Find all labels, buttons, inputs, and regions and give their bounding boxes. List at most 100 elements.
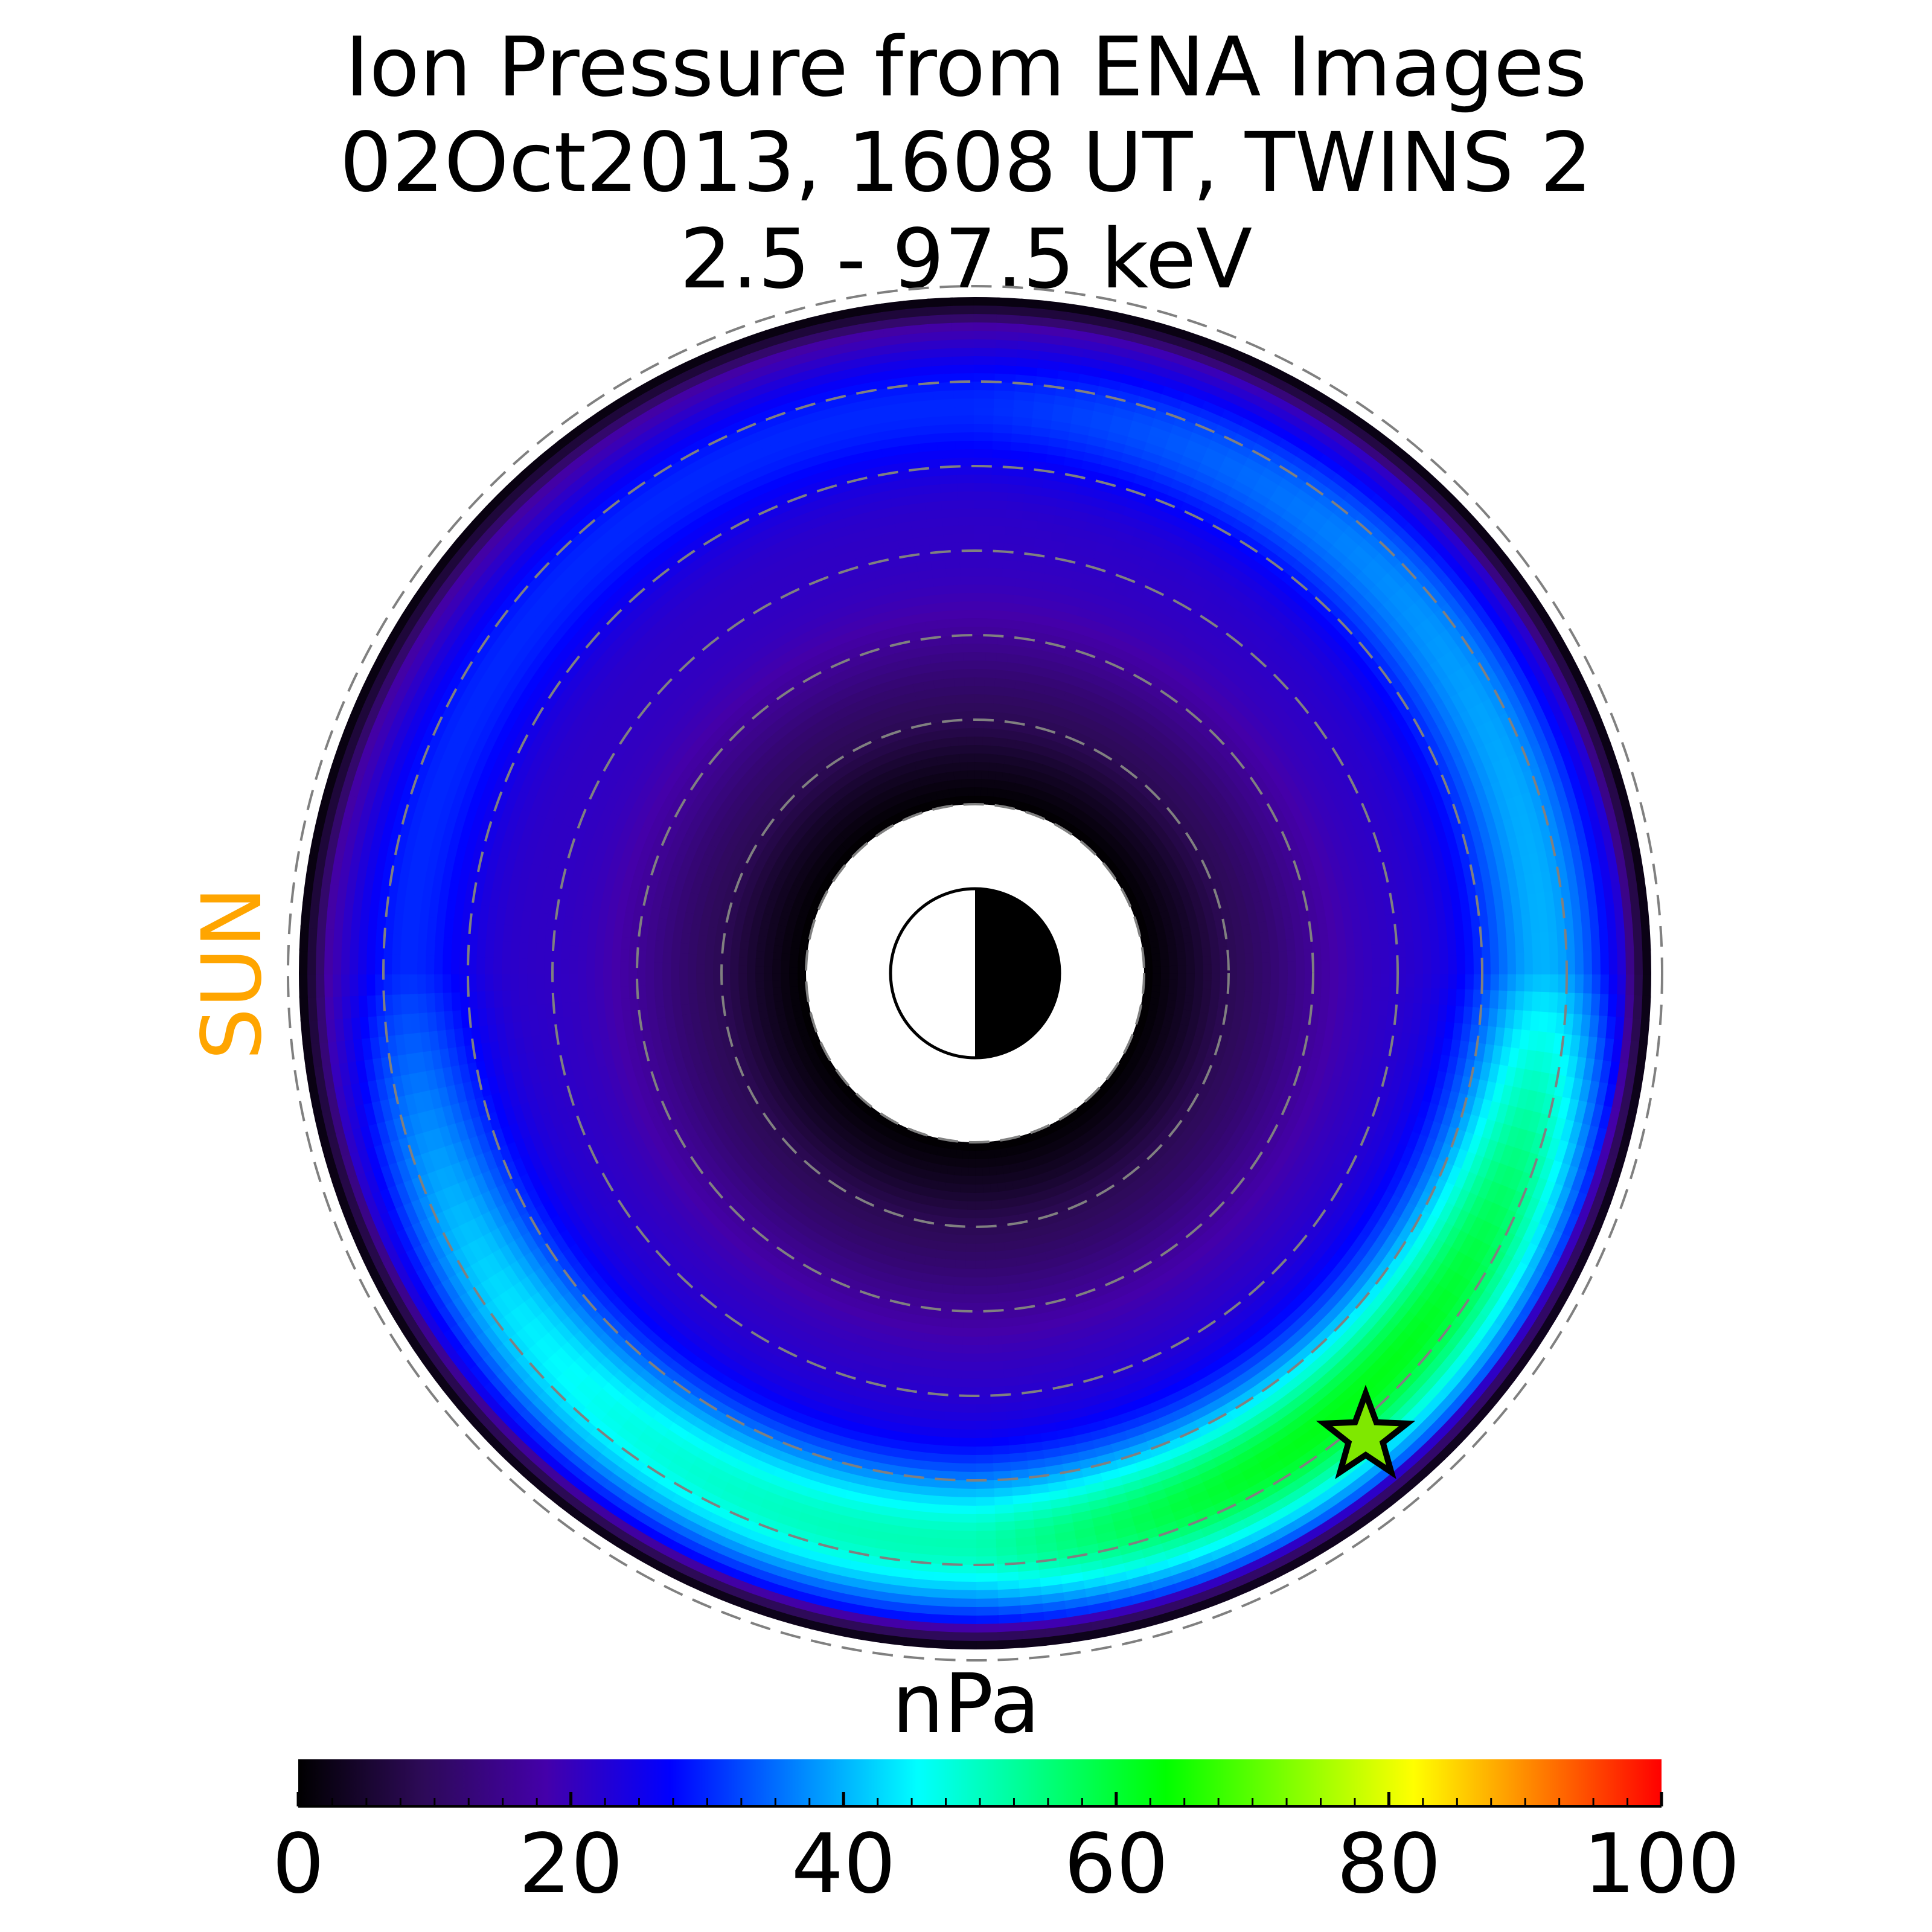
pressure-cell [746, 980, 756, 990]
pressure-cell [965, 1235, 976, 1245]
pressure-cell [954, 778, 963, 788]
pressure-cell [936, 1147, 945, 1157]
pressure-cell [931, 798, 941, 810]
pressure-cell [1177, 958, 1188, 967]
pressure-cell [968, 795, 976, 805]
pressure-cell [1165, 1006, 1176, 1016]
pressure-cell [1141, 942, 1152, 950]
pressure-cell [968, 1142, 976, 1152]
pressure-cell [980, 1142, 988, 1152]
pressure-cell [602, 972, 612, 987]
pressure-cell [1157, 932, 1168, 942]
pressure-cell [763, 965, 773, 974]
pressure-cell [965, 1209, 976, 1220]
pressure-cell [1228, 973, 1238, 984]
pressure-cell [896, 1125, 907, 1137]
pressure-cell [960, 1370, 976, 1380]
pressure-cell [974, 592, 990, 602]
pressure-cell [773, 937, 784, 947]
pressure-cell [602, 985, 613, 1000]
pressure-cell [985, 1276, 998, 1287]
pressure-cell [1173, 929, 1185, 939]
pressure-cell [955, 1234, 967, 1245]
pressure-cell [974, 1345, 990, 1355]
pressure-cell [1140, 936, 1151, 944]
pressure-cell [788, 953, 799, 962]
pressure-cell [960, 1361, 976, 1372]
pressure-cell [999, 1148, 1008, 1159]
pressure-cell [974, 651, 987, 661]
pressure-cell [1163, 923, 1175, 933]
pressure-cell [1002, 1164, 1011, 1176]
pressure-cell [952, 1276, 965, 1287]
pressure-cell [974, 702, 985, 712]
pressure-cell [960, 575, 976, 585]
pressure-cell [653, 950, 664, 963]
pressure-cell [763, 950, 773, 960]
pressure-cell [792, 1009, 803, 1019]
pressure-cell [963, 659, 976, 670]
pressure-cell [678, 962, 688, 974]
pressure-cell [930, 1171, 941, 1183]
pressure-cell [999, 788, 1008, 799]
pressure-cell [737, 964, 747, 974]
pressure-cell [974, 600, 989, 610]
pressure-cell [1346, 972, 1357, 988]
pressure-cell [951, 642, 965, 653]
pressure-cell [1168, 952, 1179, 961]
pressure-cell [959, 752, 968, 763]
pressure-cell [1169, 973, 1179, 981]
pressure-cell [961, 786, 970, 796]
pressure-cell [987, 1335, 1002, 1346]
pressure-cell [1152, 973, 1162, 980]
pressure-cell [1167, 944, 1178, 953]
pressure-cell [766, 929, 777, 939]
pressure-cell [948, 787, 957, 798]
pressure-cell [974, 642, 988, 653]
pressure-cell [771, 973, 781, 981]
pressure-cell [1236, 963, 1247, 974]
pressure-cell [779, 973, 790, 980]
pressure-cell [986, 1319, 1001, 1329]
pressure-cell [1177, 973, 1188, 981]
pressure-cell [1000, 1156, 1009, 1167]
pressure-cell [610, 959, 621, 974]
pressure-cell [921, 784, 931, 795]
pressure-cell [799, 1002, 810, 1011]
pressure-cell [956, 795, 964, 805]
pressure-cell [796, 967, 807, 974]
pressure-cell [974, 1252, 986, 1262]
pressure-cell [1174, 936, 1186, 945]
pressure-cell [994, 779, 1003, 790]
pressure-cell [974, 685, 986, 695]
pressure-cell [1008, 1163, 1018, 1174]
pressure-cell [1160, 985, 1170, 994]
pressure-cell [1176, 994, 1186, 1003]
pressure-cell [769, 1022, 781, 1032]
pressure-cell [737, 973, 747, 982]
pressure-cell [987, 1344, 1003, 1355]
pressure-cell [661, 950, 672, 964]
pressure-cell [962, 1319, 976, 1329]
pressure-cell [957, 727, 968, 738]
pressure-cell [941, 779, 950, 790]
pressure-cell [678, 982, 689, 995]
pressure-cell [974, 1294, 988, 1304]
pressure-cell [952, 1175, 962, 1185]
pressure-cell [1162, 916, 1173, 927]
pressure-cell [946, 770, 955, 781]
pressure-cell [955, 693, 967, 704]
pressure-cell [1169, 979, 1179, 988]
pressure-cell [962, 1142, 970, 1152]
pressure-cell [1236, 953, 1247, 965]
pressure-cell [781, 992, 792, 1001]
pressure-cell [998, 1139, 1006, 1150]
pressure-cell [1174, 1001, 1186, 1011]
pressure-cell [974, 575, 990, 585]
pressure-cell [963, 1285, 976, 1296]
pressure-cell [1144, 960, 1154, 968]
pressure-cell [981, 769, 990, 779]
pressure-cell [798, 942, 809, 950]
pressure-cell [1150, 940, 1160, 949]
pressure-cell [1287, 950, 1297, 963]
